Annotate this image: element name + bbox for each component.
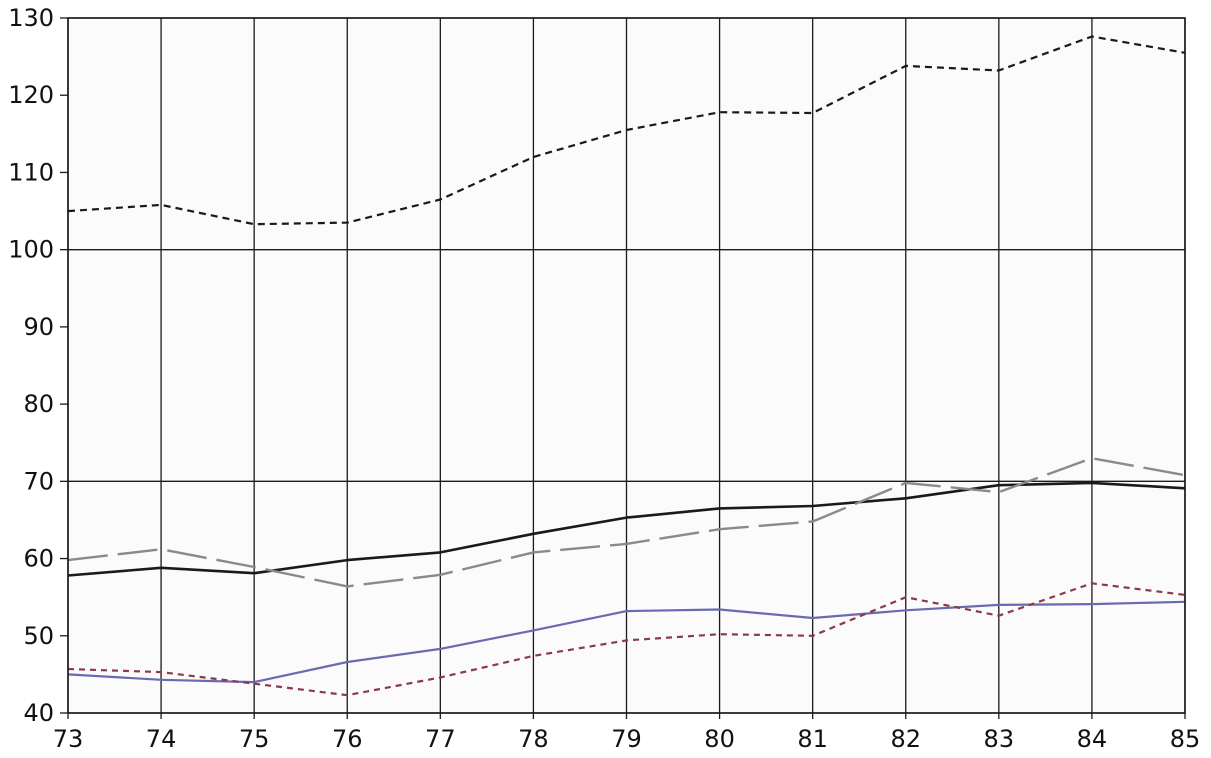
y-tick-label: 90 (23, 313, 54, 341)
x-tick-label: 73 (53, 725, 84, 753)
x-tick-label: 76 (332, 725, 363, 753)
x-tick-label: 80 (704, 725, 735, 753)
y-tick-label: 70 (23, 467, 54, 495)
y-tick-label: 100 (8, 236, 54, 264)
x-tick-label: 79 (611, 725, 642, 753)
y-tick-label: 130 (8, 4, 54, 32)
axis-layer: 40 50 60 70 80 90 100 110 120 130 73 74 75 76 77 78 79 80… (8, 4, 1200, 753)
x-tick-label: 78 (518, 725, 549, 753)
x-tick-label: 74 (146, 725, 177, 753)
y-tick-label: 110 (8, 158, 54, 186)
y-tick-label: 50 (23, 622, 54, 650)
y-tick-label: 40 (23, 699, 54, 727)
series-line-1 (67, 35, 1186, 226)
series-layer (67, 35, 1186, 697)
series-line-2 (67, 481, 1186, 577)
x-tick-label: 85 (1170, 725, 1201, 753)
y-tick-label: 60 (23, 545, 54, 573)
x-tick-label: 75 (239, 725, 270, 753)
series-line-5 (67, 582, 1186, 697)
series-line-3 (67, 457, 1186, 588)
series-line-4 (67, 600, 1186, 684)
grid-layer (67, 17, 1186, 714)
x-tick-label: 81 (797, 725, 828, 753)
x-tick-label: 83 (984, 725, 1015, 753)
x-tick-label: 82 (890, 725, 921, 753)
x-tick-label: 84 (1077, 725, 1108, 753)
x-tick-label: 77 (425, 725, 456, 753)
y-tick-label: 120 (8, 81, 54, 109)
y-tick-label: 80 (23, 390, 54, 418)
